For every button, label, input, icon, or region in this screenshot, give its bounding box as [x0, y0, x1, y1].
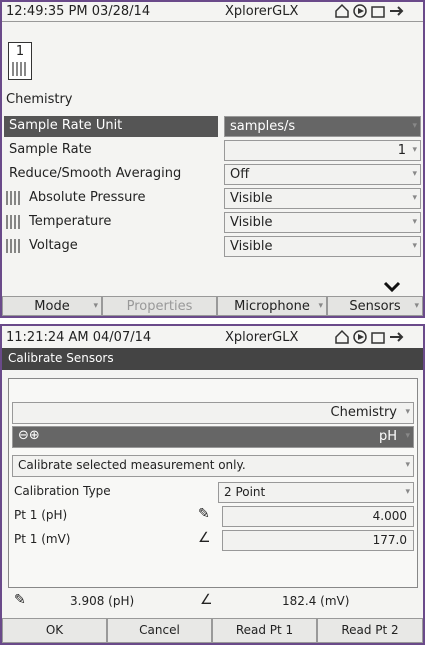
sensor-icon [12, 62, 26, 76]
button[interactable]: Read Pt 1 [212, 618, 317, 643]
row-value[interactable]: Visible [224, 188, 421, 209]
edit-icon: ∠ [200, 592, 213, 608]
sensor-icon [6, 215, 20, 229]
button[interactable]: Read Pt 2 [317, 618, 423, 643]
reading: 3.908 (pH) [70, 594, 135, 608]
row-label: Temperature [29, 214, 112, 229]
row-label: Voltage [29, 238, 78, 253]
edit-icon: ✎ [198, 506, 210, 522]
reading: 182.4 (mV) [282, 594, 350, 608]
status-icons [335, 3, 404, 18]
row-value[interactable]: 177.0 [222, 530, 414, 551]
title-bar: Calibrate Sensors [2, 348, 423, 370]
edit-icon: ∠ [198, 530, 211, 546]
row-value[interactable]: Off [224, 164, 421, 185]
row-label: Pt 1 (pH) [14, 508, 68, 522]
tab[interactable]: Sensors [327, 296, 423, 316]
row-label: Reduce/Smooth Averaging [9, 166, 182, 181]
row-value[interactable]: samples/s [224, 116, 421, 137]
button[interactable]: Cancel [107, 618, 212, 643]
tab[interactable]: Microphone [217, 296, 327, 316]
sensor-icon [6, 191, 20, 205]
row-value[interactable]: Visible [224, 212, 421, 233]
row-label: Sample Rate [9, 142, 92, 157]
row-label: Pt 1 (mV) [14, 532, 71, 546]
row-label: Calibration Type [14, 484, 111, 498]
sensor-icon [6, 239, 20, 253]
chevron-down[interactable] [382, 280, 402, 294]
measurement-select[interactable]: pH [12, 426, 414, 448]
zoom-icons: ⊖⊕ [18, 428, 40, 443]
row-value[interactable]: Visible [224, 236, 421, 257]
row-value[interactable]: 2 Point [218, 482, 414, 503]
status-time: 12:49:35 PM 03/28/14 [6, 4, 151, 19]
edit-icon: ✎ [14, 592, 26, 608]
app-name: XplorerGLX [225, 330, 299, 345]
row-label: Sample Rate Unit [4, 116, 218, 137]
option-select[interactable]: Calibrate selected measurement only. [12, 455, 414, 477]
status-divider [2, 21, 423, 22]
status-icons [335, 329, 404, 344]
tab[interactable]: Properties [102, 296, 217, 316]
section-label: Chemistry [6, 92, 73, 107]
row-value[interactable]: 4.000 [222, 506, 414, 527]
app-name: XplorerGLX [225, 4, 299, 19]
row-label: Absolute Pressure [29, 190, 146, 205]
status-time: 11:21:24 AM 04/07/14 [6, 330, 152, 345]
row-value[interactable]: 1 [224, 140, 421, 161]
tab[interactable]: Mode [2, 296, 102, 316]
sensor-select[interactable]: Chemistry [12, 402, 414, 424]
button[interactable]: OK [2, 618, 107, 643]
